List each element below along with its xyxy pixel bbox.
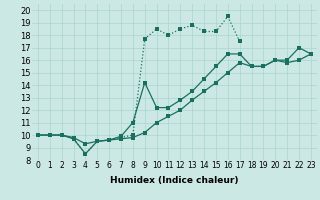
X-axis label: Humidex (Indice chaleur): Humidex (Indice chaleur) (110, 176, 239, 185)
